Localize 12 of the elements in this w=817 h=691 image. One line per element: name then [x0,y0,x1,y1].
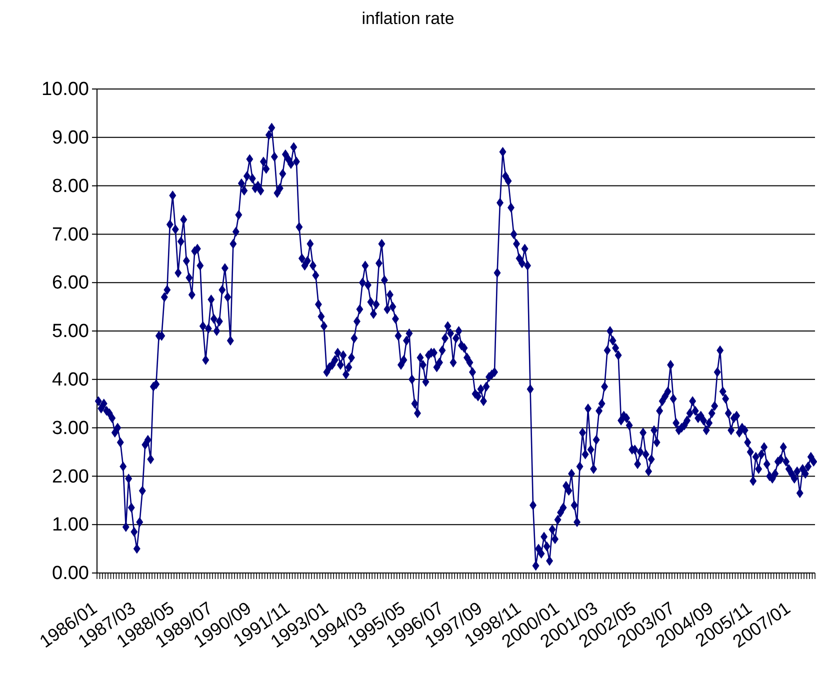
y-tick-label: 7.00 [52,224,89,246]
y-tick-label: 0.00 [52,563,89,584]
chart-title: inflation rate [362,9,454,28]
y-tick-label: 5.00 [52,321,89,342]
y-tick-label: 10.00 [41,79,89,100]
y-tick-label: 6.00 [52,272,89,294]
y-tick-label: 1.00 [52,514,89,536]
y-tick-label: 2.00 [52,466,89,488]
y-tick-label: 8.00 [52,176,89,197]
y-tick-label: 3.00 [52,418,89,439]
y-tick-label: 9.00 [52,127,89,148]
y-tick-label: 4.00 [52,369,89,390]
